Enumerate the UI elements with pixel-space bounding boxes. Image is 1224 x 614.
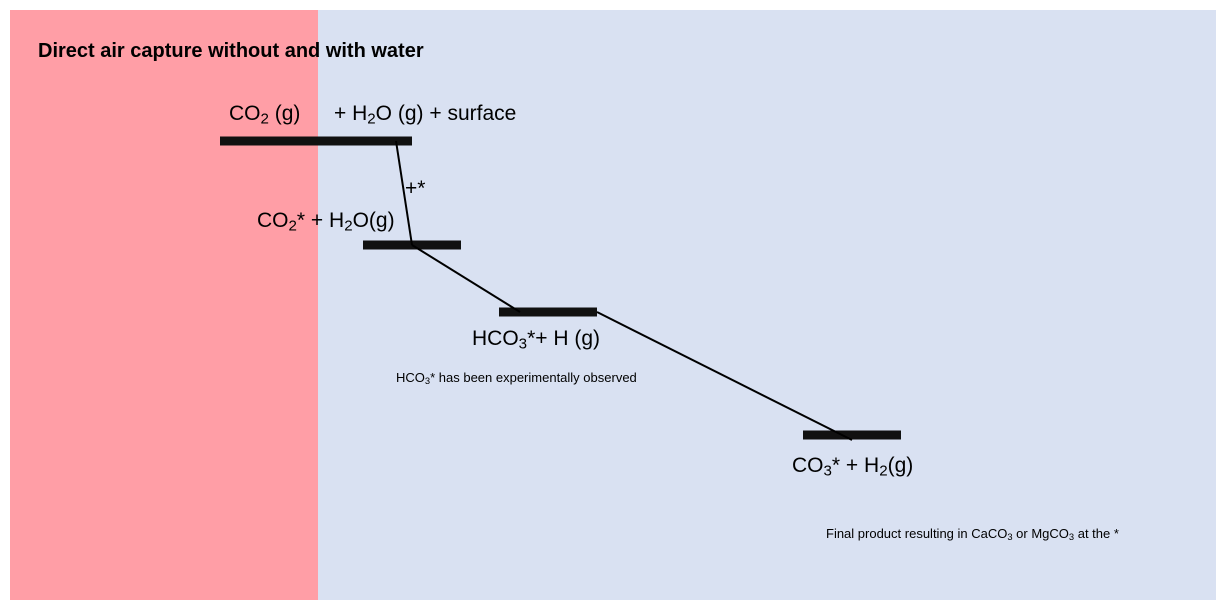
- connector-3-4: [596, 311, 853, 441]
- final-product-note: Final product resulting in CaCO3 or MgCO…: [826, 526, 1119, 543]
- level-label-co2: CO2 (g): [229, 102, 301, 128]
- connector-2-3: [411, 244, 521, 313]
- adsorption-step-label: +*: [405, 177, 426, 200]
- level-label-hco3: HCO3*+ H (g): [472, 327, 601, 353]
- hco3-observation-note: HCO3* has been experimentally observed: [396, 370, 637, 387]
- level-label-h2o-surface: + H2O (g) + surface: [334, 102, 517, 128]
- diagram-title: Direct air capture without and with wate…: [38, 40, 424, 62]
- left-background-panel: [10, 10, 318, 600]
- connector-1-2: [395, 140, 413, 246]
- level-label-co3: CO3* + H2(g): [792, 454, 914, 480]
- level-label-co2-adsorbed: CO2* + H2O(g): [257, 209, 395, 235]
